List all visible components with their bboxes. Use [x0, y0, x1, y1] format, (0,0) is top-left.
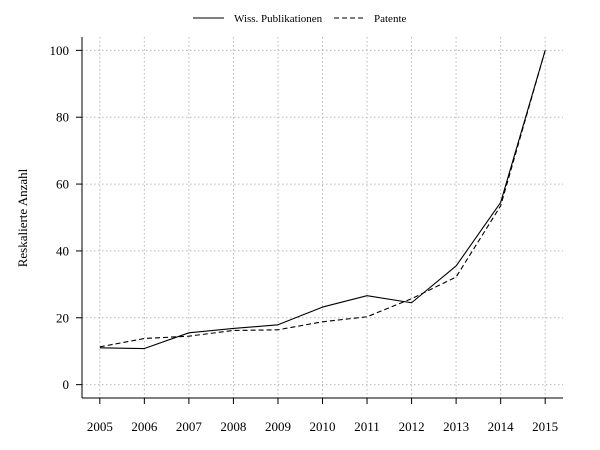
x-tick-label-2014: 2014 [488, 419, 515, 434]
y-tick-label-40: 40 [56, 243, 69, 258]
x-tick-label-2007: 2007 [176, 419, 203, 434]
y-axis-title: Reskalierte Anzahl [15, 168, 30, 267]
y-tick-label-0: 0 [63, 377, 70, 392]
x-tick-label-2005: 2005 [87, 419, 113, 434]
y-tick-label-60: 60 [56, 177, 69, 192]
y-tick-label-80: 80 [56, 110, 69, 125]
legend-label-wiss-publikationen: Wiss. Publikationen [234, 13, 323, 25]
series-lines [99, 50, 546, 350]
grid [82, 37, 563, 398]
x-tick-label-2011: 2011 [354, 419, 380, 434]
x-tick-label-2013: 2013 [443, 419, 469, 434]
x-tick-label-2009: 2009 [265, 419, 291, 434]
x-tick-label-2006: 2006 [131, 419, 158, 434]
legend-item-wiss-publikationen: Wiss. Publikationen [193, 13, 323, 25]
x-tick-label-2015: 2015 [532, 419, 558, 434]
legend-label-patente: Patente [374, 13, 406, 25]
y-tick-label-100: 100 [50, 43, 70, 58]
series-line-patente [99, 50, 546, 348]
y-tick-label-20: 20 [56, 310, 69, 325]
series-line-wiss-publikationen [99, 50, 546, 350]
x-tick-label-2012: 2012 [399, 419, 425, 434]
legend: Wiss. Publikationen Patente [193, 13, 406, 25]
axes: 2005 2006 2007 2008 2009 2010 2011 2012 2013 2014… [50, 37, 563, 434]
x-tick-label-2008: 2008 [220, 419, 246, 434]
x-tick-label-2010: 2010 [310, 419, 336, 434]
legend-item-patente: Patente [334, 13, 406, 25]
